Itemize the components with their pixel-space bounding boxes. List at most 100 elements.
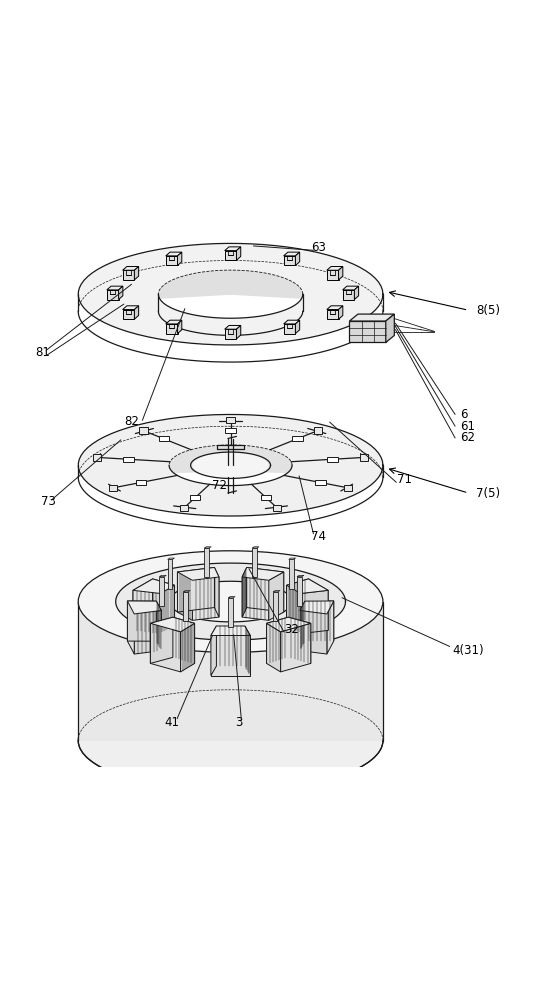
Text: 61: 61	[460, 420, 475, 433]
Polygon shape	[236, 325, 241, 339]
Polygon shape	[252, 547, 259, 548]
Text: 6: 6	[460, 408, 468, 421]
Polygon shape	[78, 602, 383, 741]
Polygon shape	[78, 414, 383, 516]
Polygon shape	[166, 324, 177, 334]
Polygon shape	[225, 325, 241, 329]
Polygon shape	[123, 306, 139, 310]
Polygon shape	[273, 591, 280, 592]
Polygon shape	[151, 623, 181, 672]
Polygon shape	[288, 617, 311, 663]
Polygon shape	[136, 480, 146, 485]
Polygon shape	[166, 256, 177, 265]
Polygon shape	[133, 590, 160, 634]
Polygon shape	[160, 585, 175, 634]
Polygon shape	[151, 617, 195, 632]
Polygon shape	[135, 306, 139, 319]
Polygon shape	[211, 626, 250, 635]
Polygon shape	[292, 436, 302, 441]
Polygon shape	[314, 427, 322, 434]
Polygon shape	[228, 598, 233, 627]
Polygon shape	[183, 592, 188, 621]
Polygon shape	[284, 256, 295, 265]
Polygon shape	[344, 485, 352, 491]
Polygon shape	[173, 617, 195, 663]
Polygon shape	[386, 314, 394, 342]
Polygon shape	[123, 310, 135, 319]
Polygon shape	[214, 567, 219, 617]
Polygon shape	[327, 310, 339, 319]
Text: 32: 32	[285, 623, 300, 636]
Polygon shape	[181, 623, 195, 672]
Polygon shape	[242, 567, 247, 617]
Polygon shape	[297, 577, 302, 606]
Polygon shape	[157, 601, 161, 651]
Polygon shape	[180, 505, 189, 511]
Ellipse shape	[192, 453, 269, 478]
Polygon shape	[204, 548, 209, 577]
Polygon shape	[327, 267, 343, 270]
Polygon shape	[159, 575, 166, 577]
Polygon shape	[315, 480, 326, 485]
Polygon shape	[128, 601, 157, 641]
Polygon shape	[159, 577, 164, 606]
Text: 81: 81	[35, 346, 50, 359]
Polygon shape	[300, 610, 327, 654]
Polygon shape	[273, 592, 278, 621]
Polygon shape	[109, 485, 117, 491]
Polygon shape	[252, 548, 257, 577]
Polygon shape	[228, 597, 235, 598]
Polygon shape	[78, 243, 383, 345]
Polygon shape	[166, 252, 182, 256]
Polygon shape	[151, 617, 173, 663]
Polygon shape	[107, 290, 118, 300]
Polygon shape	[78, 414, 383, 477]
Polygon shape	[177, 567, 214, 612]
Polygon shape	[128, 601, 134, 654]
Text: 62: 62	[460, 431, 475, 444]
Polygon shape	[225, 329, 236, 339]
Ellipse shape	[78, 690, 383, 791]
Polygon shape	[343, 286, 359, 290]
Text: 74: 74	[311, 530, 326, 543]
Polygon shape	[266, 617, 311, 632]
Polygon shape	[133, 579, 153, 630]
Polygon shape	[192, 577, 219, 620]
Polygon shape	[245, 626, 250, 676]
Polygon shape	[242, 577, 269, 620]
Polygon shape	[289, 559, 294, 589]
Polygon shape	[289, 558, 296, 559]
Polygon shape	[168, 558, 175, 559]
Polygon shape	[360, 454, 368, 461]
Polygon shape	[204, 547, 211, 548]
Polygon shape	[177, 320, 182, 334]
Polygon shape	[287, 579, 328, 593]
Text: 41: 41	[164, 716, 179, 729]
Polygon shape	[273, 505, 281, 511]
Polygon shape	[266, 617, 288, 663]
Polygon shape	[287, 585, 301, 634]
Polygon shape	[217, 626, 245, 666]
Polygon shape	[183, 591, 190, 592]
Text: 63: 63	[311, 241, 326, 254]
Polygon shape	[284, 320, 300, 324]
Polygon shape	[349, 321, 386, 342]
Polygon shape	[297, 575, 304, 577]
Text: 3: 3	[235, 716, 242, 729]
Text: 73: 73	[41, 495, 56, 508]
Polygon shape	[284, 324, 295, 334]
Polygon shape	[242, 567, 284, 580]
Text: 8(5): 8(5)	[477, 304, 501, 317]
Polygon shape	[284, 252, 300, 256]
Polygon shape	[135, 267, 139, 280]
Polygon shape	[166, 320, 182, 324]
Polygon shape	[139, 427, 147, 434]
Polygon shape	[177, 252, 182, 265]
Polygon shape	[339, 306, 343, 319]
Text: 71: 71	[397, 473, 412, 486]
Polygon shape	[301, 590, 328, 634]
Polygon shape	[327, 601, 334, 654]
Polygon shape	[168, 559, 173, 589]
Polygon shape	[300, 601, 334, 614]
Polygon shape	[190, 495, 200, 500]
